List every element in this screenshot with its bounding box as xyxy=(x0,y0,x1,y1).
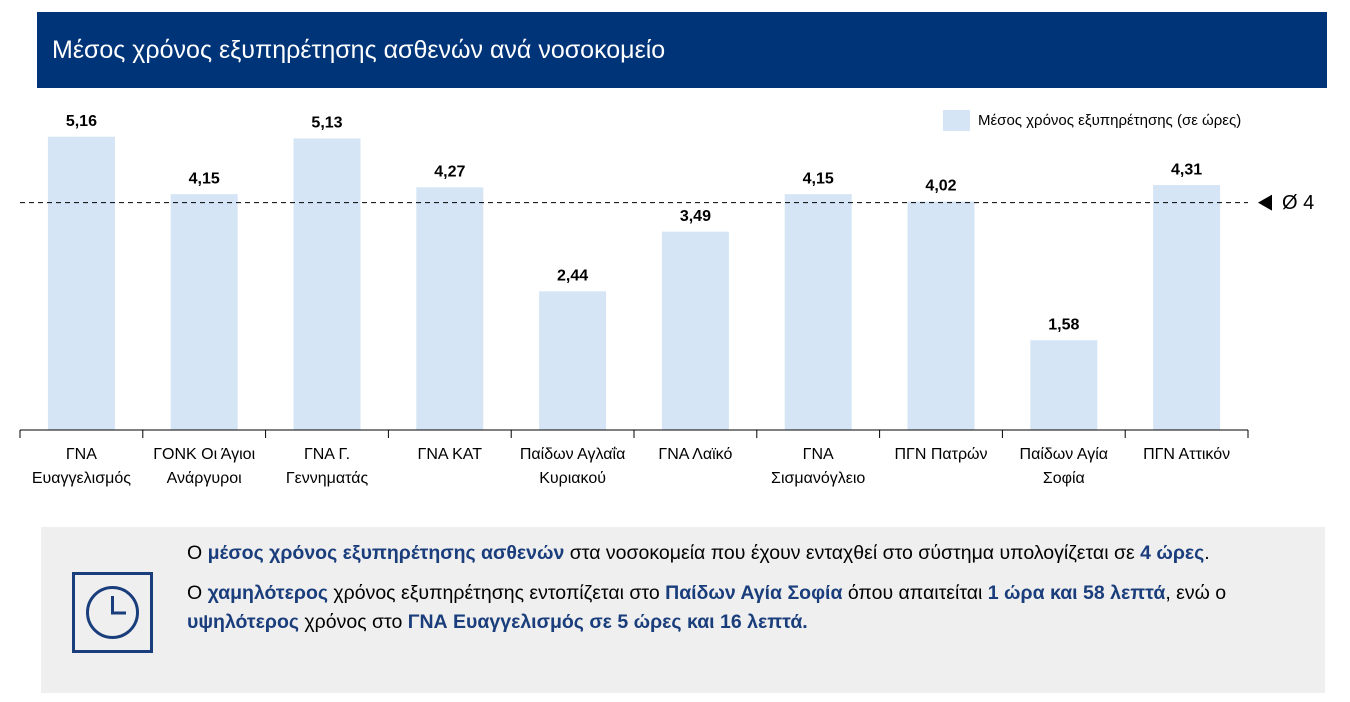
info-paragraph: Ο χαμηλότερος χρόνος εξυπηρέτησης εντοπί… xyxy=(187,579,1317,637)
highlight-text: Παίδων Αγία Σοφία xyxy=(665,582,843,604)
info-box: Ο μέσος χρόνος εξυπηρέτησης ασθενών στα … xyxy=(41,527,1325,693)
bar xyxy=(907,201,975,430)
x-tick-label: ΓΝΑ Λαϊκό xyxy=(658,446,733,463)
bar xyxy=(47,136,115,431)
highlight-text: υψηλότερος xyxy=(187,611,300,633)
value-label: 2,44 xyxy=(557,268,588,285)
value-label: 4,27 xyxy=(434,164,465,181)
chart-title: Μέσος χρόνος εξυπηρέτησης ασθενών ανά νο… xyxy=(52,36,666,64)
text: χρόνος εξυπηρέτησης εντοπίζεται στο xyxy=(328,582,666,604)
reference-marker xyxy=(1258,194,1272,211)
bar xyxy=(1030,340,1098,430)
value-label: 5,13 xyxy=(311,115,342,132)
value-label: 4,15 xyxy=(189,170,220,187)
bar xyxy=(784,194,852,430)
header-banner: Μέσος χρόνος εξυπηρέτησης ασθενών ανά νο… xyxy=(37,12,1327,88)
info-paragraph: Ο μέσος χρόνος εξυπηρέτησης ασθενών στα … xyxy=(187,539,1317,568)
text: Ο xyxy=(187,582,208,604)
text: χρόνος στο xyxy=(299,611,408,633)
text: όπου απαιτείται xyxy=(842,582,988,604)
legend-swatch xyxy=(943,110,970,131)
info-text: Ο μέσος χρόνος εξυπηρέτησης ασθενών στα … xyxy=(187,539,1317,648)
text: Ο xyxy=(187,542,208,564)
text: , ενώ ο xyxy=(1165,582,1227,604)
bar xyxy=(539,291,607,430)
x-tick-label: Παίδων Αγία Σοφία xyxy=(1019,446,1109,487)
x-tick-label: Παίδων Αγλαΐα Κυριακού xyxy=(519,446,626,487)
x-tick-label: ΠΓΝ Αττικόν xyxy=(1143,446,1231,463)
chart: 5,16 4,15 5,13 4,27 2,44 3,49 4,15 4,02 1,58 4,31… xyxy=(19,110,1314,438)
clock-icon xyxy=(72,572,153,653)
x-tick-label: ΓΝΑ Ευαγγελισμός xyxy=(31,446,131,487)
value-label: 4,15 xyxy=(803,170,834,187)
highlight-text: ΓΝΑ Ευαγγελισμός σε 5 ώρες και 16 λεπτά. xyxy=(407,611,808,633)
highlight-text: 1 ώρα και 58 λεπτά xyxy=(987,582,1166,604)
value-label: 3,49 xyxy=(680,208,711,225)
text: στα νοσοκομεία που έχουν ενταχθεί στο σύ… xyxy=(564,542,1141,564)
x-tick-label: ΓΝΑ ΚΑΤ xyxy=(417,446,483,463)
highlight-text: χαμηλότερος xyxy=(207,582,328,604)
x-tick-label: ΓΝΑ Γ. Γεννηματάς xyxy=(285,446,369,487)
legend-label: Μέσος χρόνος εξυπηρέτησης (σε ώρες) xyxy=(978,112,1241,129)
bar xyxy=(293,138,361,430)
bar xyxy=(170,194,238,430)
highlight-text: 4 ώρες xyxy=(1140,542,1205,564)
value-label: 1,58 xyxy=(1048,316,1079,333)
x-tick-label: ΠΓΝ Πατρών xyxy=(894,446,988,463)
reference-label: Ø 4 xyxy=(1282,192,1314,214)
value-label: 5,16 xyxy=(66,113,97,130)
text: . xyxy=(1204,542,1210,564)
value-label: 4,31 xyxy=(1171,161,1202,178)
value-label: 4,02 xyxy=(925,178,956,195)
x-tick-label: ΓΝΑ Σισμανόγλειο xyxy=(771,446,866,487)
bar xyxy=(416,187,484,430)
bar xyxy=(1153,185,1221,430)
x-tick-label: ΓΟΝΚ Οι Άγιοι Ανάργυροι xyxy=(153,446,256,487)
highlight-text: μέσος χρόνος εξυπηρέτησης ασθενών xyxy=(207,542,565,564)
bar xyxy=(661,231,729,430)
